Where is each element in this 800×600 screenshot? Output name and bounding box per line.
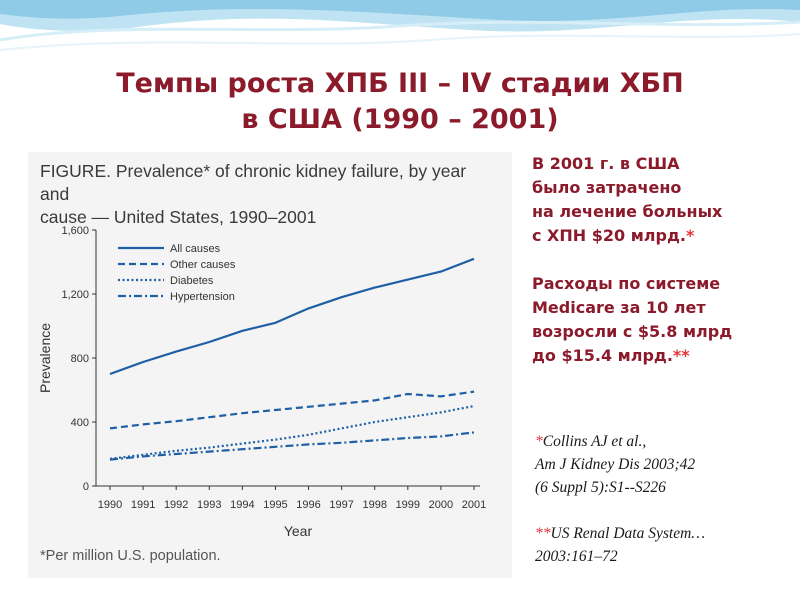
x-tick-label: 1995 [263,499,287,511]
cost-line: на лечение больных [532,202,723,221]
reference-text: Collins AJ et al., [542,433,647,450]
legend-label: Other causes [170,259,236,271]
y-tick-label: 400 [71,417,89,429]
x-tick-label: 1992 [164,499,188,511]
references: *Collins AJ et al., Am J Kidney Dis 2003… [535,430,795,568]
x-tick-label: 1991 [131,499,155,511]
series-line-other-causes [109,390,475,430]
figure-footnote: *Per million U.S. population. [40,548,221,564]
y-axis-title: Prevalence [37,323,53,393]
x-tick-label: 1996 [296,499,320,511]
medicare-paragraph: Расходы по системе Medicare за 10 лет во… [532,272,794,368]
medicare-line: до $15.4 млрд.** [532,344,794,368]
x-tick-label: 2001 [462,499,486,511]
figure-panel [28,152,512,578]
reference-line: (6 Suppl 5):S1--S226 [535,479,666,496]
reference-line: **US Renal Data System… [535,522,795,545]
reference-line: *Collins AJ et al., [535,430,795,453]
cost-line: с ХПН $20 млрд.* [532,224,794,248]
figure-caption-line-2: cause — United States, 1990–2001 [40,207,317,227]
series-line-hypertension [109,431,475,461]
reference-star: * [535,433,543,450]
medicare-line: возросли с $5.8 млрд [532,322,733,341]
reference-star: ** [535,525,551,542]
legend-label: All causes [170,243,221,255]
x-tick-label: 1994 [230,499,254,511]
medicare-line-text: до $15.4 млрд. [532,346,673,365]
medicare-line: Medicare за 10 лет [532,298,706,317]
x-tick-label: 1990 [98,499,122,511]
series-line-all-causes [109,257,475,376]
figure-caption: FIGURE. Prevalence* of chronic kidney fa… [40,160,500,229]
side-text: В 2001 г. в США было затрачено на лечени… [532,152,794,392]
cost-line: В 2001 г. в США [532,154,680,173]
wave-decoration [0,0,800,51]
footnote-star: * [685,226,695,245]
x-axis-title: Year [284,523,313,539]
medicare-line: Расходы по системе [532,274,721,293]
y-tick-label: 1,200 [61,289,89,301]
slide-title: Темпы роста ХПБ III – IV стадии ХБП в СШ… [0,66,800,138]
reference-line: Am J Kidney Dis 2003;42 [535,456,696,473]
legend-label: Diabetes [170,275,214,287]
slide-title-line-1: Темпы роста ХПБ III – IV стадии ХБП [116,68,684,99]
y-tick-label: 1,600 [61,225,89,237]
cost-paragraph: В 2001 г. в США было затрачено на лечени… [532,152,794,248]
prevalence-line-chart: 0 400 800 1,200 1,600 1990 1991 1992 1993 1994 199… [37,225,486,539]
x-tick-label: 1999 [396,499,420,511]
footnote-star: ** [672,346,690,365]
legend-label: Hypertension [170,291,235,303]
x-tick-label: 1998 [362,499,386,511]
x-tick-label: 2000 [429,499,453,511]
cost-line: было затрачено [532,178,682,197]
y-tick-label: 0 [83,481,89,493]
figure-caption-line-1: FIGURE. Prevalence* of chronic kidney fa… [40,161,467,204]
x-tick-label: 1997 [329,499,353,511]
reference-text: US Renal Data System… [550,525,706,542]
series-line-diabetes [109,404,475,460]
cost-line-text: с ХПН $20 млрд. [532,226,686,245]
y-tick-label: 800 [71,353,89,365]
slide-title-line-2: в США (1990 – 2001) [241,104,559,135]
x-tick-label: 1993 [197,499,221,511]
reference-line: 2003:161–72 [535,548,618,565]
